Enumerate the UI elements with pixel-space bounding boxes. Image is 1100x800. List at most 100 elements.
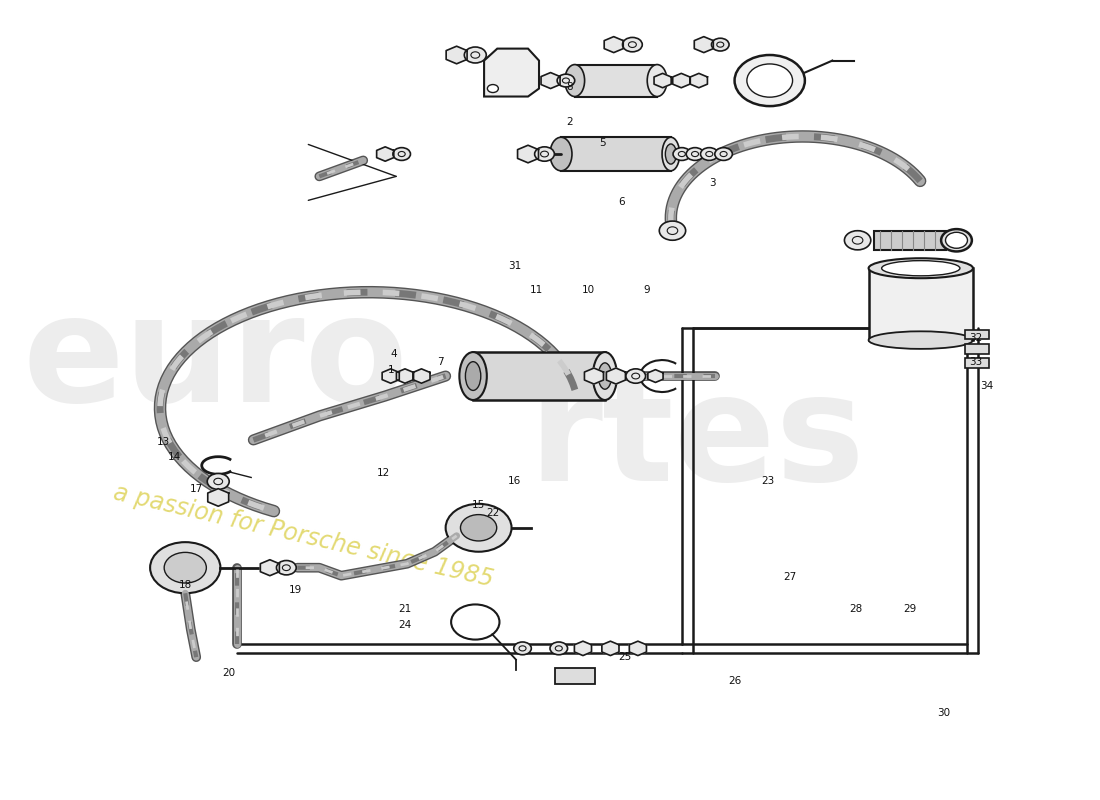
Text: 5: 5 bbox=[600, 138, 606, 148]
Polygon shape bbox=[629, 641, 647, 655]
Polygon shape bbox=[382, 369, 399, 383]
Ellipse shape bbox=[465, 362, 481, 390]
Ellipse shape bbox=[869, 258, 974, 278]
Ellipse shape bbox=[666, 144, 676, 164]
Text: 18: 18 bbox=[178, 580, 191, 590]
Text: 3: 3 bbox=[710, 178, 716, 188]
Polygon shape bbox=[604, 37, 624, 53]
Text: 25: 25 bbox=[618, 652, 631, 662]
Bar bbox=[966, 330, 989, 339]
Circle shape bbox=[446, 504, 512, 552]
Polygon shape bbox=[518, 146, 539, 163]
Text: 21: 21 bbox=[398, 604, 411, 614]
Text: 10: 10 bbox=[582, 285, 595, 294]
Text: euro: euro bbox=[23, 287, 408, 433]
Polygon shape bbox=[208, 489, 229, 506]
Circle shape bbox=[712, 38, 729, 51]
Text: 31: 31 bbox=[508, 261, 521, 271]
Ellipse shape bbox=[647, 65, 667, 97]
Ellipse shape bbox=[881, 261, 960, 276]
Ellipse shape bbox=[662, 138, 680, 170]
Circle shape bbox=[276, 561, 296, 575]
Circle shape bbox=[845, 230, 871, 250]
Text: rtes: rtes bbox=[528, 367, 865, 513]
Polygon shape bbox=[376, 147, 394, 162]
Text: 12: 12 bbox=[376, 469, 389, 478]
Circle shape bbox=[659, 221, 685, 240]
Text: 8: 8 bbox=[566, 82, 573, 92]
Ellipse shape bbox=[564, 65, 584, 97]
Polygon shape bbox=[412, 369, 430, 383]
Text: 14: 14 bbox=[167, 453, 180, 462]
Ellipse shape bbox=[550, 138, 572, 170]
Text: 13: 13 bbox=[156, 437, 169, 446]
Polygon shape bbox=[396, 369, 414, 383]
Bar bbox=[473, 352, 605, 400]
Bar bbox=[966, 358, 989, 368]
Text: 16: 16 bbox=[508, 477, 521, 486]
Circle shape bbox=[207, 474, 229, 490]
Polygon shape bbox=[574, 641, 592, 655]
Circle shape bbox=[535, 147, 554, 162]
Text: 20: 20 bbox=[222, 668, 235, 678]
Text: 32: 32 bbox=[969, 333, 983, 342]
Polygon shape bbox=[694, 37, 713, 53]
Polygon shape bbox=[584, 368, 604, 384]
Text: 33: 33 bbox=[969, 357, 983, 366]
Text: 9: 9 bbox=[644, 285, 650, 294]
Text: 27: 27 bbox=[783, 572, 796, 582]
Ellipse shape bbox=[460, 352, 487, 400]
Text: 34: 34 bbox=[980, 381, 994, 390]
Circle shape bbox=[626, 369, 646, 383]
Text: 23: 23 bbox=[761, 477, 774, 486]
Ellipse shape bbox=[598, 363, 612, 390]
Circle shape bbox=[686, 148, 704, 161]
Bar bbox=[874, 230, 946, 250]
Circle shape bbox=[623, 38, 642, 52]
Bar bbox=[561, 138, 671, 170]
Bar bbox=[574, 65, 657, 97]
Circle shape bbox=[701, 148, 718, 161]
Circle shape bbox=[461, 514, 497, 541]
Polygon shape bbox=[447, 46, 468, 64]
Circle shape bbox=[557, 74, 574, 87]
Polygon shape bbox=[602, 641, 619, 655]
Text: 19: 19 bbox=[288, 585, 301, 595]
Circle shape bbox=[946, 232, 968, 248]
Text: 7: 7 bbox=[437, 357, 443, 366]
Text: 28: 28 bbox=[849, 604, 862, 614]
Bar bbox=[556, 667, 595, 683]
Circle shape bbox=[514, 642, 531, 654]
Circle shape bbox=[747, 64, 793, 97]
Text: 22: 22 bbox=[486, 509, 499, 518]
Circle shape bbox=[715, 148, 733, 161]
Ellipse shape bbox=[869, 331, 974, 349]
Bar bbox=[966, 344, 989, 354]
Text: 4: 4 bbox=[390, 349, 397, 358]
Polygon shape bbox=[541, 73, 560, 89]
Text: 30: 30 bbox=[937, 708, 950, 718]
Text: 15: 15 bbox=[472, 501, 485, 510]
Polygon shape bbox=[691, 74, 707, 88]
Text: a passion for Porsche since 1985: a passion for Porsche since 1985 bbox=[111, 480, 495, 591]
Polygon shape bbox=[606, 368, 626, 384]
Polygon shape bbox=[484, 49, 539, 97]
Polygon shape bbox=[654, 74, 671, 88]
Text: 24: 24 bbox=[398, 620, 411, 630]
Circle shape bbox=[393, 148, 410, 161]
Circle shape bbox=[550, 642, 568, 654]
Polygon shape bbox=[673, 74, 690, 88]
Text: 2: 2 bbox=[566, 117, 573, 127]
Circle shape bbox=[487, 85, 498, 93]
Circle shape bbox=[150, 542, 220, 594]
Ellipse shape bbox=[593, 352, 617, 400]
Text: 29: 29 bbox=[904, 604, 917, 614]
Text: 6: 6 bbox=[618, 197, 625, 207]
Circle shape bbox=[164, 552, 207, 583]
Circle shape bbox=[673, 148, 691, 161]
Polygon shape bbox=[648, 370, 663, 382]
Circle shape bbox=[464, 47, 486, 63]
Circle shape bbox=[735, 55, 805, 106]
Ellipse shape bbox=[942, 229, 972, 251]
Text: 11: 11 bbox=[530, 285, 543, 294]
